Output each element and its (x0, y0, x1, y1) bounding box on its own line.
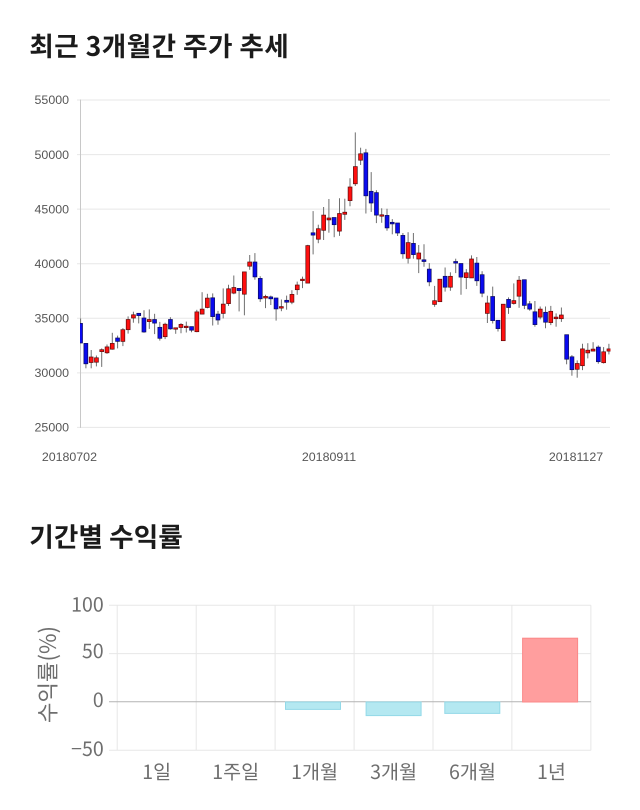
svg-text:35000: 35000 (35, 312, 70, 326)
svg-text:50000: 50000 (35, 148, 70, 162)
svg-text:20180911: 20180911 (302, 450, 356, 464)
svg-text:40000: 40000 (35, 257, 70, 271)
svg-text:30000: 30000 (35, 366, 70, 380)
svg-text:20181127: 20181127 (549, 450, 603, 464)
svg-text:25000: 25000 (35, 421, 70, 435)
svg-text:55000: 55000 (35, 93, 70, 107)
svg-text:45000: 45000 (35, 202, 70, 216)
svg-text:20180702: 20180702 (42, 450, 97, 464)
